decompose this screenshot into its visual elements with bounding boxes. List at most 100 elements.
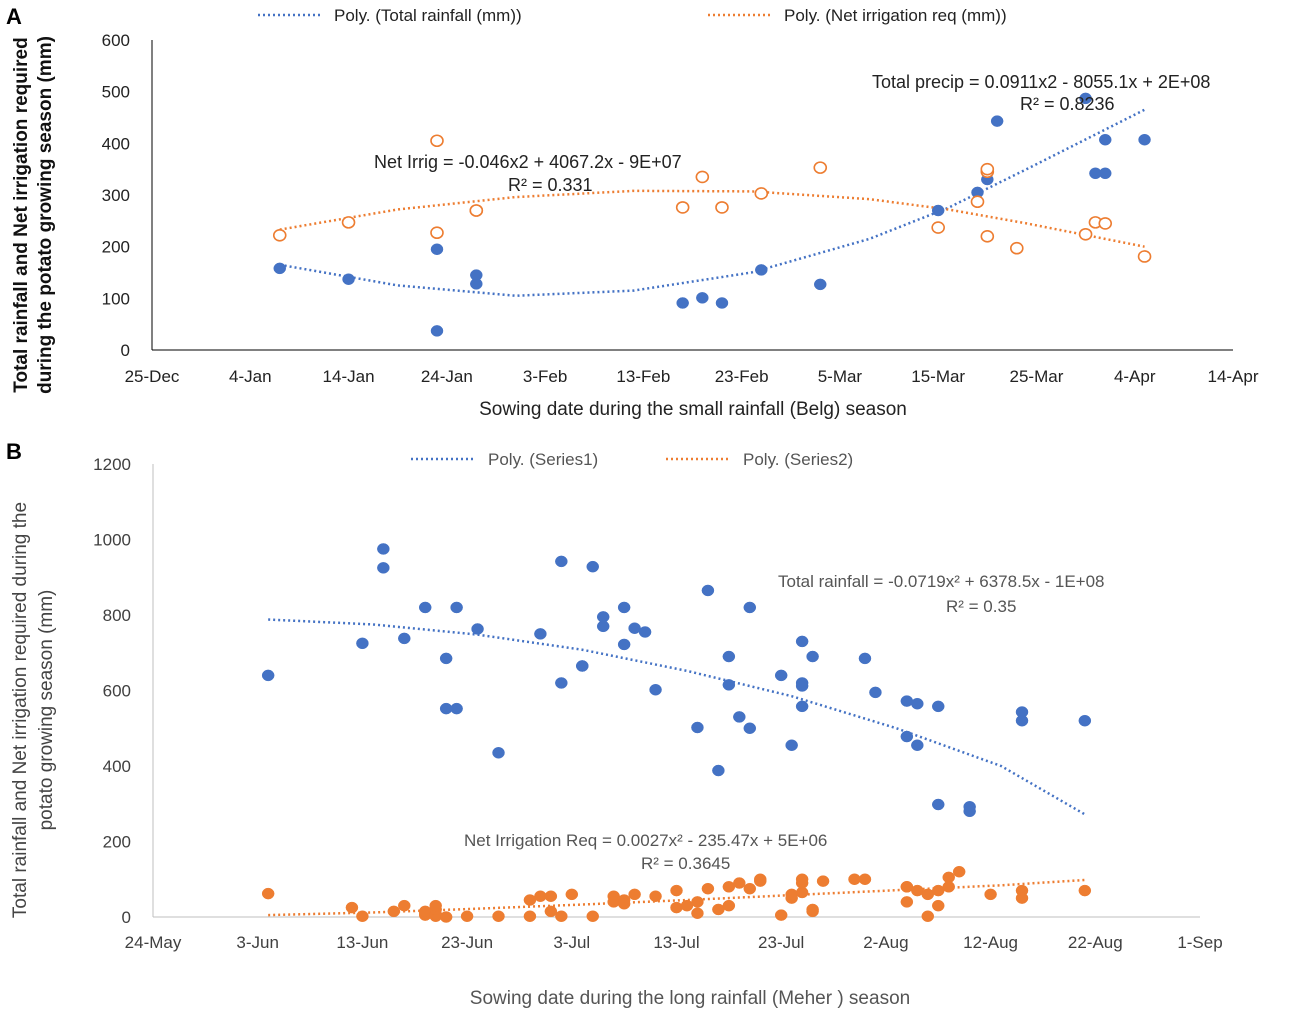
point-a-s1-8 [715, 201, 729, 214]
point-b-s0-20 [617, 601, 631, 614]
point-b-s1-1 [345, 901, 359, 914]
x-tick-b-4: 3-Jul [553, 933, 590, 952]
point-b-s1-66 [1015, 892, 1029, 904]
annotation-b-irr-r2: R² = 0.3645 [641, 854, 730, 873]
point-b-s0-47 [932, 798, 945, 811]
point-b-s1-57 [921, 910, 935, 922]
point-a-s1-13 [980, 230, 995, 243]
x-tick-a-11: 14-Apr [1207, 367, 1258, 386]
y-tick-b-3: 600 [103, 682, 131, 701]
x-tick-a-8: 15-Mar [911, 367, 965, 386]
x-ticks-b: 24-May 3-Jun 13-Jun 23-Jun 3-Jul 13-Jul 23-Jul… [125, 933, 1223, 952]
point-b-s1-28 [649, 890, 662, 902]
point-b-s0-16 [576, 660, 589, 672]
x-tick-a-9: 25-Mar [1010, 367, 1064, 386]
chart-b: B Poly. (Series1) Poly. (Series2) 0 200 40… [6, 439, 1223, 1009]
point-b-s0-13 [555, 555, 568, 568]
point-b-s1-29 [670, 901, 683, 914]
point-a-s0-3 [430, 325, 444, 337]
y-tick-a-1: 100 [102, 289, 130, 308]
y-tick-b-1: 200 [103, 833, 131, 852]
point-b-s1-14 [492, 910, 505, 922]
point-a-s1-5 [469, 204, 484, 217]
point-b-s1-27 [628, 888, 641, 901]
point-b-s1-36 [722, 899, 736, 912]
y-axis-title-b-line1: Total rainfall and Net irrigation requir… [10, 502, 31, 918]
point-a-s1-19 [1098, 217, 1113, 230]
point-b-s1-3 [387, 905, 401, 918]
x-tick-b-8: 12-Aug [963, 933, 1018, 952]
point-b-s1-12 [439, 911, 453, 923]
point-b-s1-24 [607, 896, 620, 908]
point-b-s0-21 [617, 638, 631, 651]
point-a-s0-9 [755, 264, 768, 276]
point-b-s1-17 [534, 890, 547, 902]
point-a-s0-16 [990, 115, 1004, 127]
y-axis-title-a-line2: during the potato growing season (mm) [35, 36, 56, 394]
points-b [261, 543, 1092, 923]
y-tick-b-5: 1000 [93, 531, 131, 550]
y-tick-a-4: 400 [102, 134, 130, 153]
point-a-s0-19 [1098, 167, 1112, 180]
point-b-s1-30 [670, 884, 683, 897]
point-b-s0-34 [785, 739, 798, 751]
point-b-s1-16 [523, 910, 537, 922]
point-b-s1-56 [911, 884, 924, 897]
point-b-s0-23 [638, 626, 652, 638]
x-tick-a-3: 24-Jan [421, 367, 473, 386]
point-b-s0-22 [628, 622, 641, 634]
x-tick-b-5: 13-Jul [653, 933, 699, 952]
point-b-s1-60 [932, 884, 945, 897]
point-b-s0-30 [733, 711, 746, 723]
point-a-s1-11 [931, 221, 945, 234]
points-a [272, 92, 1152, 337]
point-b-s1-44 [785, 888, 798, 901]
point-a-s0-7 [696, 292, 709, 304]
point-b-s0-39 [806, 650, 819, 663]
x-tick-a-5: 13-Feb [616, 367, 670, 386]
x-tick-a-7: 5-Mar [818, 367, 863, 386]
annotation-a-irr-eq: Net Irrig = -0.046x2 + 4067.2x - 9E+07 [374, 152, 682, 172]
point-b-s0-24 [649, 683, 662, 696]
point-b-s1-15 [523, 894, 537, 906]
point-b-s0-42 [900, 695, 914, 707]
point-b-s1-20 [555, 910, 568, 922]
point-b-s0-17 [586, 560, 599, 573]
point-b-s0-2 [377, 543, 390, 555]
point-a-s1-10 [813, 161, 828, 174]
point-b-s1-22 [586, 910, 599, 922]
point-b-s1-19 [544, 905, 558, 918]
point-b-s1-49 [806, 903, 819, 916]
point-b-s0-19 [596, 620, 610, 633]
y-axis-title-a-line1: Total rainfall and Net irrigation requir… [11, 37, 32, 392]
annotation-b-rain-r2: R² = 0.35 [946, 597, 1016, 616]
point-b-s1-38 [733, 877, 746, 889]
point-b-s0-0 [261, 669, 275, 682]
point-a-s0-20 [1098, 133, 1112, 146]
point-b-s0-3 [377, 562, 390, 574]
point-a-s1-9 [754, 187, 769, 200]
annotation-a-rain-eq: Total precip = 0.0911x2 - 8055.1x + 2E+0… [872, 72, 1210, 92]
x-tick-a-10: 4-Apr [1114, 367, 1156, 386]
x-tick-a-0: 25-Dec [125, 367, 180, 386]
point-b-s1-26 [617, 898, 631, 910]
point-b-s0-52 [1078, 714, 1092, 727]
legend-a-irr-label: Poly. (Net irrigation req (mm)) [784, 6, 1007, 25]
legend-b-irr-label: Poly. (Series2) [743, 450, 853, 469]
y-ticks-b: 0 200 400 600 800 1000 1200 [93, 455, 131, 927]
point-b-s1-63 [952, 865, 966, 878]
point-a-s0-8 [715, 297, 729, 309]
point-b-s0-4 [398, 632, 411, 645]
point-b-s0-29 [722, 679, 736, 691]
point-b-s1-2 [356, 910, 369, 922]
point-b-s0-49 [963, 801, 976, 813]
point-a-s0-0 [273, 262, 287, 275]
point-b-s0-31 [743, 722, 757, 734]
annotation-a-irr-r2: R² = 0.331 [508, 175, 593, 195]
x-axis-title-b: Sowing date during the long rainfall (Me… [470, 988, 910, 1009]
point-b-s0-8 [450, 601, 463, 614]
point-a-s0-17 [1079, 92, 1092, 105]
panel-b-label: B [6, 439, 22, 464]
point-b-s1-7 [418, 905, 432, 918]
